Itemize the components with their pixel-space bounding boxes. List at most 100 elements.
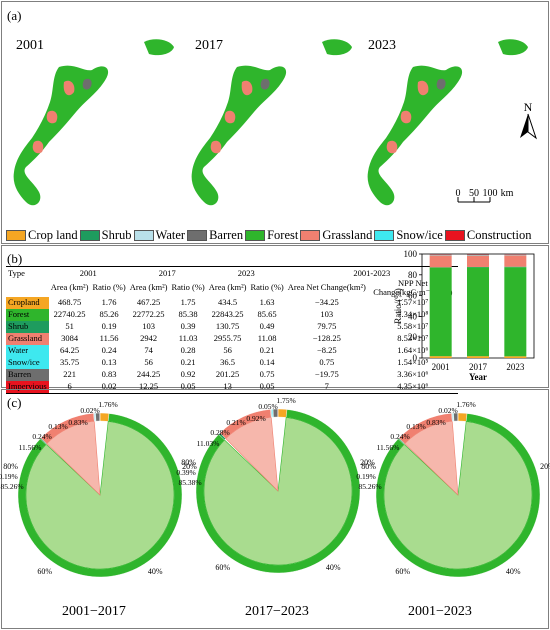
x-tick-label: 2023 bbox=[506, 362, 525, 372]
table-row: Barren 221 0.83 244.25 0.92 201.25 0.75 −19.75 3… bbox=[6, 368, 458, 381]
legend-item: Crop land bbox=[6, 228, 78, 243]
table-cell: 467.25 bbox=[136, 297, 161, 308]
legend-swatch bbox=[133, 229, 154, 241]
table-cell-type: Water bbox=[6, 344, 49, 357]
pie-pct-tick: 80% bbox=[3, 462, 18, 471]
y-tick-label: 0 bbox=[413, 353, 418, 363]
pie-value-label: 0.83% bbox=[68, 418, 87, 427]
table-cell: 13 bbox=[206, 380, 249, 394]
table-cell: 221 bbox=[63, 369, 76, 380]
panel-b-label: (b) bbox=[7, 251, 23, 266]
pie-value-label: 0.02% bbox=[438, 406, 457, 415]
table-cell: 2955.75 bbox=[213, 333, 242, 344]
table-cell: 7 bbox=[285, 380, 368, 394]
table-cell: 4.35×10⁶ bbox=[367, 380, 458, 394]
table-cell: 79.75 bbox=[317, 321, 337, 332]
table-subheader: Ratio (%) bbox=[171, 282, 205, 293]
legend-swatch bbox=[79, 229, 100, 241]
pie-chart-1: 20%40%60%80%1.75%85.38%0.39%11.03%0.28%0… bbox=[176, 396, 375, 574]
pie-pct-tick: 60% bbox=[215, 563, 230, 572]
bar-segment bbox=[429, 254, 452, 255]
map-2023 bbox=[367, 39, 528, 206]
table-cell: 3.36×10⁶ bbox=[397, 369, 429, 380]
table-cell: −8.25 bbox=[316, 345, 337, 356]
legend-label: Shrub bbox=[101, 227, 132, 242]
pie-pct-tick: 20% bbox=[182, 462, 197, 471]
table-cell: 0.05 bbox=[248, 380, 286, 394]
table-subheader: Area (km²) bbox=[208, 282, 247, 293]
pie-value-label: 0.13% bbox=[406, 422, 425, 431]
table-subheader: Area (km²) bbox=[50, 282, 89, 293]
table-subheader: Ratio (%) bbox=[92, 282, 126, 293]
pie-ring-segment bbox=[277, 408, 288, 418]
table-cell: 0.14 bbox=[259, 357, 275, 368]
table-cell: 0.13 bbox=[101, 357, 117, 368]
table-cell: 1.76 bbox=[101, 297, 117, 308]
y-tick-label: 60 bbox=[408, 291, 418, 301]
bar-segment bbox=[504, 254, 527, 255]
pie-chart-2: 20%40%60%80%1.76%85.26%0.19%11.56%0.24%0… bbox=[356, 400, 550, 578]
y-tick-label: 40 bbox=[408, 311, 418, 321]
table-header-2017: 2017 bbox=[127, 266, 207, 279]
pie-value-label: 85.26% bbox=[358, 482, 381, 491]
scale-tick-0: 0 bbox=[456, 188, 461, 199]
pie-value-label: 0.92% bbox=[246, 414, 265, 423]
table-cell: 3084 bbox=[61, 333, 79, 344]
table-subheader: NPP Net Change(kgC·m⁻²·yr⁻¹) bbox=[373, 278, 453, 297]
pie-ring-segment bbox=[99, 412, 110, 422]
x-tick-label: 2017 bbox=[469, 362, 488, 372]
table-cell-type: Snow/ice bbox=[6, 356, 49, 369]
table-cell: 22740.25 bbox=[53, 309, 86, 320]
table-cell: 85.65 bbox=[257, 309, 277, 320]
north-label: N bbox=[524, 100, 533, 114]
pie-value-label: 0.39% bbox=[176, 468, 195, 477]
table-cell: 0.02 bbox=[90, 380, 128, 394]
bar-segment bbox=[504, 266, 527, 268]
table-cell: 74 bbox=[144, 345, 153, 356]
legend-swatch bbox=[374, 229, 395, 241]
legend-label: Snow/ice bbox=[396, 227, 443, 242]
map-year-2001: 2001 bbox=[16, 38, 44, 53]
legend-label: Crop land bbox=[28, 227, 78, 242]
stacked-bar-chart: 0 20 40 60 80 100 Ratio/(%) 2001 2017 2023 Year bbox=[393, 249, 535, 382]
pie-value-label: 11.56% bbox=[19, 443, 42, 452]
table-row: Cropland 468.75 1.76 467.25 1.75 434.5 1.63 −34… bbox=[6, 296, 458, 309]
scale-unit: km bbox=[501, 188, 514, 199]
legend-item: Snow/ice bbox=[374, 228, 443, 243]
table-cell: 0.75 bbox=[259, 369, 275, 380]
table-header-2001: 2001 bbox=[48, 266, 128, 279]
bar-segment bbox=[504, 267, 527, 357]
pie-pct-tick: 80% bbox=[361, 462, 376, 471]
table-subheader: Area Net Change(km²) bbox=[287, 282, 366, 293]
table-cell: 36.5 bbox=[220, 357, 236, 368]
table-cell: 11.56 bbox=[99, 333, 119, 344]
pie-pct-tick: 40% bbox=[148, 567, 163, 576]
pie-pct-tick: 40% bbox=[326, 563, 341, 572]
table-cell: 434.5 bbox=[218, 297, 238, 308]
table-cell-type: Barren bbox=[6, 368, 49, 381]
table-row: Forest 22740.25 85.26 22772.25 85.38 22843.25… bbox=[6, 308, 458, 321]
table-cell-type: Impervious bbox=[6, 380, 49, 394]
pie-value-label: 0.24% bbox=[32, 432, 51, 441]
table-cell: 0.21 bbox=[259, 345, 275, 356]
legend-item: Construction bbox=[444, 228, 531, 243]
pie-ring-segment bbox=[457, 412, 468, 422]
pie-value-label: 11.03% bbox=[197, 439, 220, 448]
pie-pct-tick: 80% bbox=[181, 458, 196, 467]
table-cell: 51 bbox=[65, 321, 74, 332]
table-cell: 103 bbox=[320, 309, 334, 320]
table-cell: 2942 bbox=[140, 333, 158, 344]
pie-charts: 20%40%60%80%1.76%85.26%0.19%11.56%0.24%0… bbox=[0, 396, 550, 578]
table-cell: 0.83 bbox=[101, 369, 117, 380]
legend-item: Barren bbox=[187, 228, 243, 243]
panel-a-label: (a) bbox=[7, 8, 22, 23]
pie-value-label: 0.28% bbox=[210, 428, 229, 437]
table-cell: 1.57×10⁷ bbox=[397, 297, 429, 308]
pie-value-label: 0.83% bbox=[426, 418, 445, 427]
map-year-2017: 2017 bbox=[195, 38, 223, 53]
table-cell: 11.03 bbox=[178, 333, 198, 344]
pie-value-label: 0.24% bbox=[390, 432, 409, 441]
y-axis-label: Ratio/(%) bbox=[393, 288, 403, 324]
table-cell: −19.75 bbox=[314, 369, 339, 380]
legend-item: Shrub bbox=[79, 227, 132, 243]
